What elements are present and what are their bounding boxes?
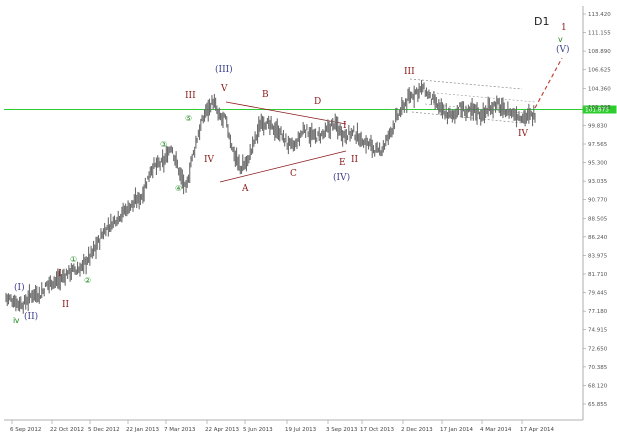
y-tick-label: 77.180	[588, 309, 608, 315]
channel-upper-line	[409, 78, 523, 90]
y-tick-label: 99.830	[588, 123, 608, 129]
wave-label: (IV)	[333, 172, 350, 183]
y-tick-label: 102.095	[588, 105, 611, 111]
x-tick-label: 7 Mar 2013	[164, 427, 196, 433]
y-tick-label: 65.855	[588, 402, 608, 408]
y-tick-label: 86.240	[588, 235, 608, 241]
wave-label: (I)	[14, 282, 25, 293]
triangle-upper-line	[225, 101, 347, 125]
wave-label: ⅴ	[558, 35, 563, 44]
x-tick-label: 5 Jun 2013	[243, 427, 273, 433]
x-tick-label: 22 Oct 2012	[50, 427, 84, 433]
wave-label: ①	[70, 255, 77, 264]
chart-title: D1	[534, 15, 549, 28]
x-tick-label: 22 Apr 2013	[205, 427, 240, 433]
x-tick-label: 19 Jul 2013	[285, 427, 317, 433]
wave-label: (V)	[556, 44, 570, 55]
wave-label: C	[290, 169, 297, 179]
y-tick-label: 97.565	[588, 142, 608, 148]
channel-lines-group	[219, 78, 536, 183]
y-tick-label: 83.975	[588, 253, 608, 259]
x-tick-label: 17 Jan 2014	[440, 427, 473, 433]
x-tick-label: 5 Dec 2012	[88, 427, 120, 433]
triangle-lower-line	[219, 150, 347, 183]
current-price-label: 101.875	[585, 108, 609, 114]
wave-label: A	[241, 184, 249, 194]
x-tick-label: 17 Oct 2013	[360, 427, 395, 433]
x-tick-label: 6 Sep 2012	[10, 427, 41, 433]
projection-line	[534, 57, 563, 109]
wave-label: ④	[175, 184, 182, 193]
channel-mid-upper-line	[424, 91, 536, 103]
x-tick-label: 4 Mar 2014	[480, 427, 512, 433]
wave-label: IV	[204, 155, 215, 165]
wave-label: I	[343, 121, 347, 131]
wave-label: III	[404, 67, 415, 77]
wave-label: ⅳ	[13, 316, 20, 325]
x-tick-label: 2 Dec 2013	[401, 427, 433, 433]
x-ticks-group: 6 Sep 2012 22 Oct 2012 5 Dec 2012 22 Jan 20…	[10, 420, 555, 433]
wave-label: ⑤	[185, 114, 192, 123]
wave-label: IV	[518, 129, 529, 139]
channel-lower-line	[411, 111, 523, 124]
y-tick-label: 108.890	[588, 49, 611, 55]
wave-labels-group: (I)(II)III①②ⅳ③④⑤IIIIVV(III)ABCDEIII(IV)I…	[13, 23, 570, 325]
y-tick-label: 111.155	[588, 31, 611, 37]
wave-label: (III)	[215, 64, 233, 75]
y-tick-label: 81.710	[588, 272, 608, 278]
y-tick-label: 79.445	[588, 291, 608, 297]
y-tick-label: 70.385	[588, 365, 608, 371]
y-tick-label: 74.915	[588, 328, 608, 334]
y-tick-label: 104.360	[588, 86, 611, 92]
wave-label: E	[339, 158, 346, 168]
wave-label: D	[314, 97, 321, 107]
y-tick-label: 90.770	[588, 198, 608, 204]
wave-label: III	[185, 91, 196, 101]
wave-label: ②	[84, 276, 91, 285]
wave-label: I	[58, 269, 62, 279]
current-price-marker	[582, 105, 617, 114]
x-tick-label: 22 Jan 2013	[126, 427, 159, 433]
projection-group	[534, 57, 563, 109]
wave-label: II	[62, 300, 70, 310]
y-tick-label: 106.625	[588, 68, 611, 74]
y-ticks-group: 113.420 111.155 108.890 106.625 104.360 102.0…	[583, 12, 611, 408]
wave-label: ③	[160, 140, 167, 149]
y-tick-label: 88.505	[588, 216, 608, 222]
y-tick-label: 68.120	[588, 383, 608, 389]
wave-label: V	[220, 84, 228, 94]
price-series-group	[5, 79, 536, 314]
wave-label: (II)	[24, 311, 38, 322]
wave-label: 1	[561, 23, 567, 33]
y-tick-label: 95.300	[588, 161, 608, 167]
wave-label: II	[351, 155, 359, 165]
x-tick-label: 17 Apr 2014	[520, 427, 555, 433]
x-tick-label: 3 Sep 2013	[326, 427, 358, 433]
y-tick-label: 93.035	[588, 179, 608, 185]
wave-label: B	[262, 90, 269, 100]
y-tick-label: 113.420	[588, 12, 611, 18]
y-tick-label: 72.650	[588, 346, 608, 352]
